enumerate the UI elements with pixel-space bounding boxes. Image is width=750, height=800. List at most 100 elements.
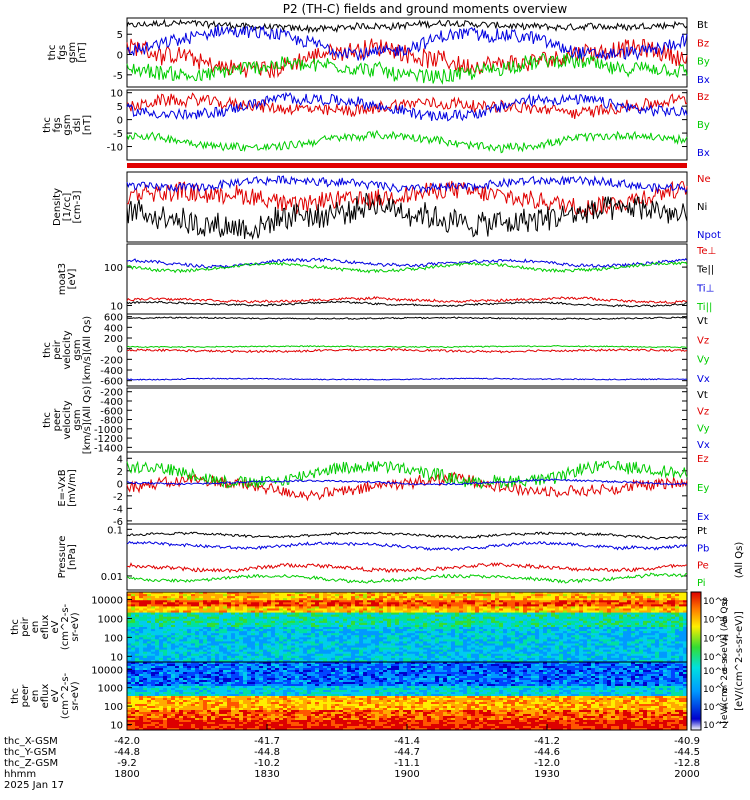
spectrogram-cell: [575, 600, 580, 603]
spectrogram-cell: [255, 602, 260, 605]
spectrogram-cell: [271, 592, 276, 595]
spectrogram-cell: [647, 608, 652, 611]
spectrogram-cell: [243, 622, 248, 626]
panel-y-label: [cm-3]: [72, 190, 83, 223]
spectrogram-cell: [643, 624, 648, 628]
spectrogram-cell: [155, 594, 160, 597]
spectrogram-cell: [411, 616, 416, 620]
spectrogram-cell: [331, 614, 336, 618]
spectrogram-cell: [359, 635, 364, 638]
spectrogram-cell: [295, 610, 300, 613]
spectrogram-cell: [615, 624, 620, 628]
spectrogram-cell: [579, 610, 584, 613]
panel-frame: [126, 243, 688, 315]
spectrogram-cell: [575, 606, 580, 609]
spectrogram-cell: [491, 633, 496, 636]
spectrogram-cell: [247, 633, 252, 636]
spectrogram-cell: [491, 592, 496, 595]
spectrogram-cell: [635, 602, 640, 605]
spectrogram-cell: [575, 624, 580, 628]
spectrogram-cell: [215, 627, 220, 630]
spectrogram-cell: [267, 596, 272, 599]
spectrogram-cell: [267, 624, 272, 628]
spectrogram-cell: [299, 618, 304, 622]
spectrogram-cell: [287, 614, 292, 618]
spectrogram-cell: [275, 616, 280, 620]
spectrogram-cell: [311, 622, 316, 626]
spectrogram-cell: [463, 606, 468, 609]
spectrogram-cell: [639, 610, 644, 613]
spectrogram-cell: [163, 596, 168, 599]
spectrogram-cell: [643, 612, 648, 616]
spectrogram-cell: [267, 610, 272, 613]
spectrogram-cell: [427, 627, 432, 630]
spectrogram-cell: [507, 596, 512, 599]
spectrogram-cell: [295, 635, 300, 638]
spectrogram-cell: [323, 608, 328, 611]
spectrogram-cell: [127, 600, 132, 603]
spectrogram-cell: [355, 633, 360, 636]
spectrogram-cell: [659, 610, 664, 613]
spectrogram-cell: [455, 604, 460, 607]
legend-By: By: [697, 57, 710, 68]
spectrogram-cell: [615, 627, 620, 630]
spectrogram-cell: [251, 622, 256, 626]
spectrogram-cell: [347, 622, 352, 626]
spectrogram-cell: [503, 635, 508, 638]
spectrogram-cell: [331, 620, 336, 624]
spectrogram-cell: [359, 614, 364, 618]
spectrogram-cell: [371, 616, 376, 620]
spectrogram-cell: [267, 612, 272, 616]
spectrogram-cell: [135, 608, 140, 611]
spectrogram-cell: [167, 600, 172, 603]
spectrogram-cell: [487, 598, 492, 601]
spectrogram-cell: [655, 614, 660, 618]
spectrogram-cell: [475, 596, 480, 599]
spectrogram-cell: [603, 616, 608, 620]
spectrogram-cell: [675, 614, 680, 618]
spectrogram-cell: [319, 618, 324, 622]
spectrogram-cell: [499, 620, 504, 624]
spectrogram-cell: [219, 596, 224, 599]
spectrogram-cell: [411, 622, 416, 626]
spectrogram-cell: [471, 592, 476, 595]
spectrogram-cell: [511, 635, 516, 638]
spectrogram-cell: [579, 598, 584, 601]
spectrogram-cell: [179, 598, 184, 601]
spectrogram-cell: [483, 606, 488, 609]
spectrogram-cell: [371, 596, 376, 599]
spectrogram-cell: [203, 635, 208, 638]
spectrogram-cell: [443, 627, 448, 630]
spectrogram-cell: [303, 592, 308, 595]
spectrogram-cell: [547, 616, 552, 620]
spectrogram-cell: [311, 598, 316, 601]
spectrogram-cell: [439, 624, 444, 628]
spectrogram-cell: [519, 606, 524, 609]
spectrogram-cell: [167, 633, 172, 636]
spectrogram-cell: [379, 627, 384, 630]
spectrogram-cell: [415, 598, 420, 601]
spectrogram-cell: [343, 610, 348, 613]
spectrogram-cell: [619, 600, 624, 603]
spectrogram-cell: [339, 622, 344, 626]
spectrogram-cell: [639, 596, 644, 599]
spectrogram-cell: [559, 631, 564, 634]
spectrogram-cell: [563, 627, 568, 630]
spectrogram-cell: [467, 610, 472, 613]
spectrogram-cell: [291, 602, 296, 605]
spectrogram-cell: [239, 627, 244, 630]
spectrogram-cell: [675, 598, 680, 601]
spectrogram-cell: [275, 604, 280, 607]
spectrogram-cell: [139, 604, 144, 607]
spectrogram-cell: [287, 596, 292, 599]
spectrogram-cell: [231, 600, 236, 603]
spectrogram-cell: [467, 629, 472, 632]
spectrogram-cell: [271, 614, 276, 618]
spectrogram-cell: [155, 622, 160, 626]
spectrogram-cell: [279, 627, 284, 630]
spectrogram-cell: [207, 594, 212, 597]
spectrogram-cell: [415, 620, 420, 624]
spectrogram-cell: [555, 629, 560, 632]
spectrogram-cell: [303, 600, 308, 603]
spectrogram-cell: [499, 610, 504, 613]
